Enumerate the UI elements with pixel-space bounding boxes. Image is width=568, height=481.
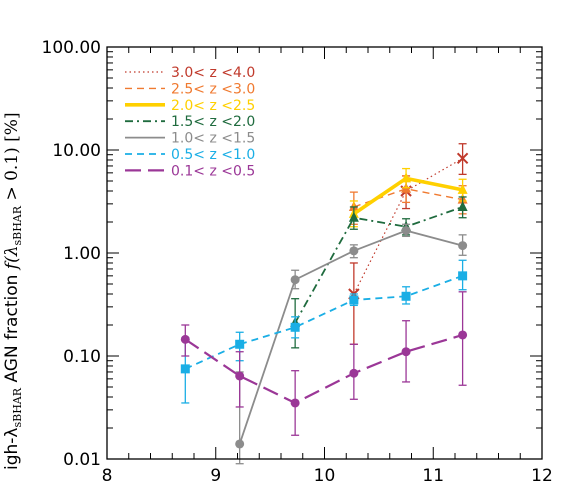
series-line — [294, 206, 463, 324]
legend-label: 3.0< z <4.0 — [171, 65, 255, 81]
legend-label: 0.5< z <1.0 — [171, 147, 255, 163]
y-axis-label-part: > 0.1) [%] — [2, 112, 22, 206]
data-point — [235, 439, 245, 449]
legend-label: 2.0< z <2.5 — [171, 98, 255, 114]
data-point — [457, 183, 468, 194]
series-line — [184, 275, 463, 370]
data-point — [401, 226, 411, 236]
data-point — [235, 339, 245, 349]
series-6 — [180, 291, 468, 436]
series-3 — [290, 196, 468, 349]
series-line — [184, 333, 463, 405]
series-lines — [180, 143, 469, 465]
x-tick-label: 12 — [531, 466, 553, 481]
y-axis-label-part: igh-λ — [2, 428, 22, 470]
series-0 — [348, 143, 469, 345]
y-axis-label-part: f(λ — [2, 246, 22, 272]
data-point — [290, 398, 300, 408]
data-point — [456, 152, 469, 165]
data-point — [235, 371, 245, 381]
data-point — [180, 364, 190, 374]
legend-label: 2.5< z <3.0 — [171, 81, 255, 97]
data-point — [458, 330, 468, 340]
y-tick-label: 10.00 — [52, 141, 101, 161]
data-point — [349, 246, 359, 256]
y-axis-label-text: igh-λsBHAR AGN fraction f(λsBHAR > 0.1) … — [2, 112, 24, 470]
data-point — [457, 200, 468, 211]
data-point — [401, 291, 411, 301]
legend-label: 1.0< z <1.5 — [171, 131, 255, 147]
data-point — [180, 334, 190, 344]
legend: 3.0< z <4.02.5< z <3.02.0< z <2.51.5< z … — [125, 65, 255, 179]
y-axis-label-part: AGN fraction — [2, 269, 22, 388]
plot-frame — [106, 46, 543, 460]
axis-ticks: 0.01 0.10 1.00 10.00 100.00 8 9 10 11 12 — [42, 38, 553, 481]
y-axis-label-part: sBHAR — [11, 205, 24, 245]
y-tick-label: 100.00 — [42, 38, 101, 58]
x-tick-label: 8 — [102, 466, 113, 481]
data-point — [349, 368, 359, 378]
data-point — [348, 211, 359, 222]
y-tick-label: 0.10 — [63, 347, 101, 367]
data-point — [290, 322, 300, 332]
series-1 — [348, 175, 468, 225]
data-point — [401, 347, 411, 357]
y-tick-label: 0.01 — [63, 450, 101, 470]
legend-label: 1.5< z <2.0 — [171, 114, 255, 130]
data-point — [458, 241, 468, 251]
data-point — [458, 271, 468, 281]
y-axis-label-part: sBHAR — [11, 387, 24, 427]
series-5 — [180, 259, 468, 404]
x-tick-label: 11 — [422, 466, 444, 481]
y-axis-label: igh-λsBHAR AGN fraction f(λsBHAR > 0.1) … — [2, 112, 24, 470]
data-point — [349, 295, 359, 305]
x-tick-label: 10 — [314, 466, 336, 481]
y-tick-label: 1.00 — [63, 244, 101, 264]
legend-label: 0.1< z <0.5 — [171, 163, 255, 179]
x-tick-label: 9 — [210, 466, 221, 481]
data-point — [290, 275, 300, 285]
data-point — [401, 172, 412, 183]
